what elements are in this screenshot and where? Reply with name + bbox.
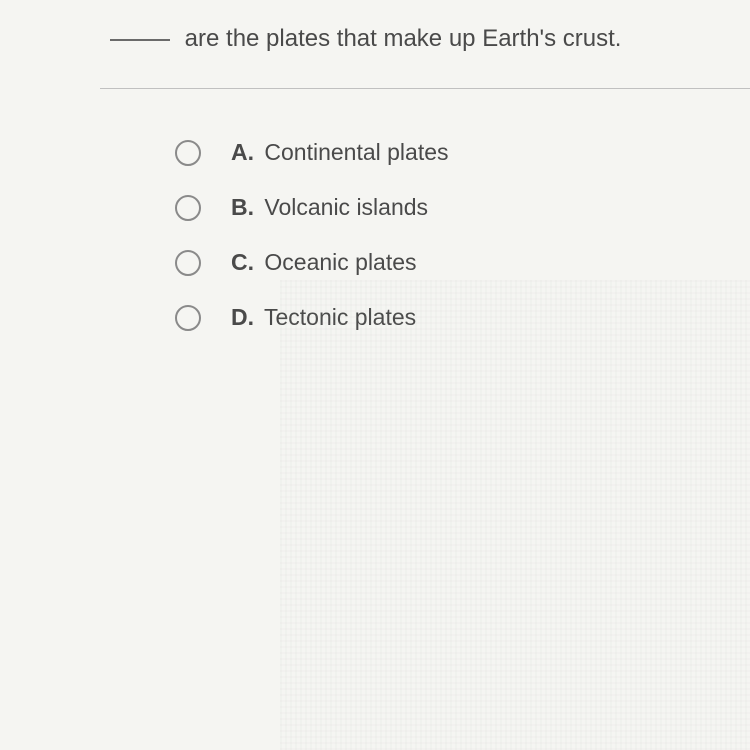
radio-button-c[interactable] bbox=[175, 250, 201, 276]
radio-button-d[interactable] bbox=[175, 305, 201, 331]
option-letter: D. bbox=[231, 304, 254, 330]
quiz-question-container: are the plates that make up Earth's crus… bbox=[0, 0, 750, 331]
option-label-b: B. Volcanic islands bbox=[231, 194, 428, 221]
question-text: are the plates that make up Earth's crus… bbox=[0, 25, 750, 88]
question-stem: are the plates that make up Earth's crus… bbox=[185, 25, 622, 52]
option-label-a: A. Continental plates bbox=[231, 139, 449, 166]
option-letter: A. bbox=[231, 139, 254, 165]
option-label-c: C. Oceanic plates bbox=[231, 249, 417, 276]
radio-button-a[interactable] bbox=[175, 140, 201, 166]
option-letter: C. bbox=[231, 249, 254, 275]
option-row-c[interactable]: C. Oceanic plates bbox=[175, 249, 750, 276]
option-text: Tectonic plates bbox=[264, 304, 416, 330]
option-text: Continental plates bbox=[264, 139, 448, 165]
option-label-d: D. Tectonic plates bbox=[231, 304, 416, 331]
section-divider bbox=[100, 88, 750, 89]
fill-in-blank bbox=[110, 39, 170, 41]
radio-button-b[interactable] bbox=[175, 195, 201, 221]
option-row-a[interactable]: A. Continental plates bbox=[175, 139, 750, 166]
option-row-d[interactable]: D. Tectonic plates bbox=[175, 304, 750, 331]
option-letter: B. bbox=[231, 194, 254, 220]
option-text: Oceanic plates bbox=[264, 249, 416, 275]
options-list: A. Continental plates B. Volcanic island… bbox=[0, 139, 750, 331]
option-text: Volcanic islands bbox=[264, 194, 428, 220]
screen-moire-artifact bbox=[280, 280, 750, 750]
option-row-b[interactable]: B. Volcanic islands bbox=[175, 194, 750, 221]
